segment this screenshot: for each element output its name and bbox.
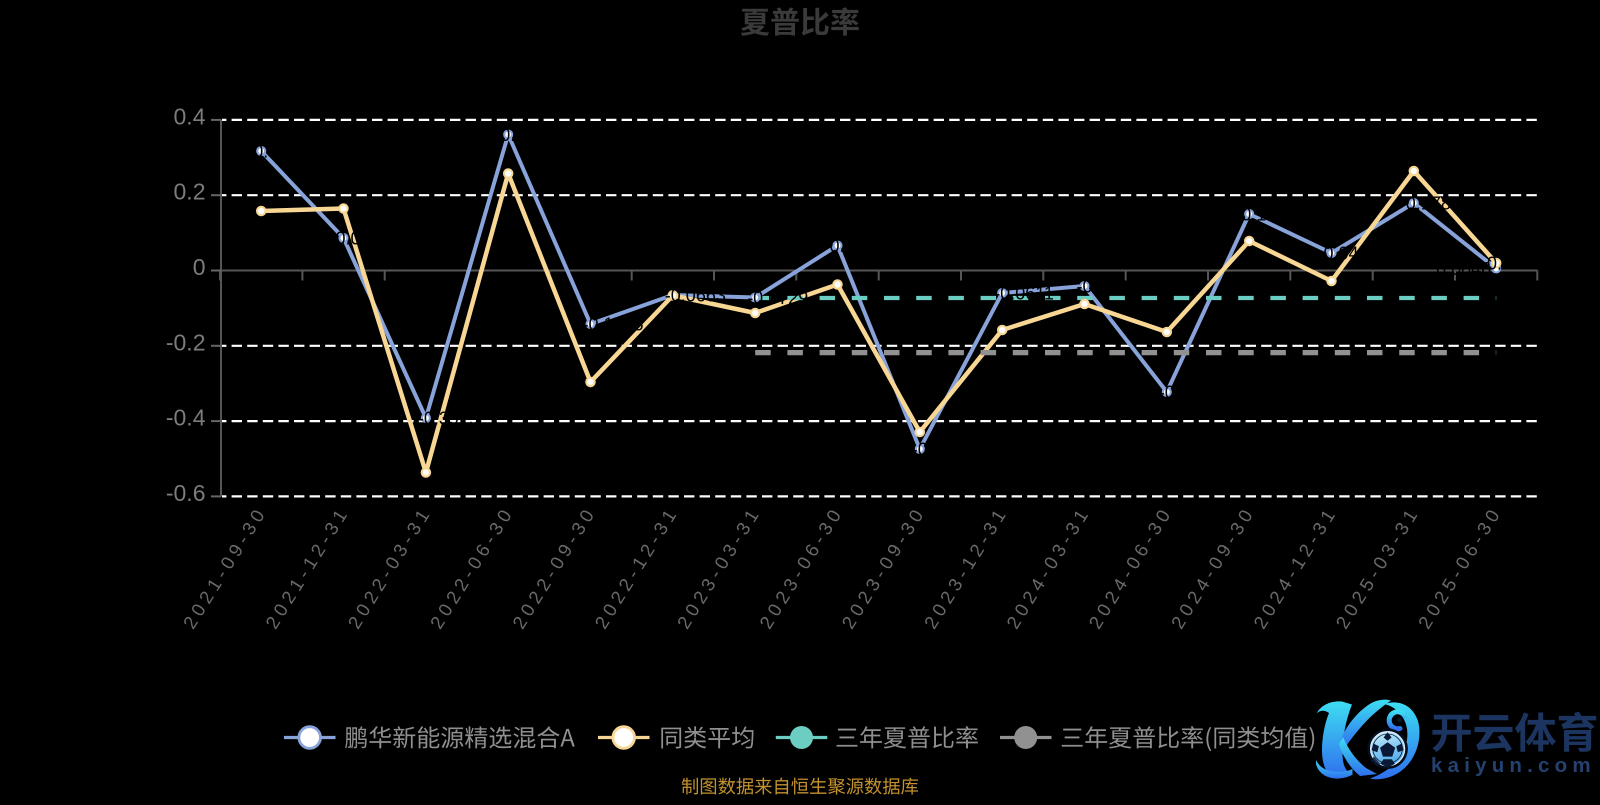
svg-text:0.1784: 0.1784 (1406, 194, 1461, 214)
svg-text:0.4: 0.4 (174, 103, 206, 129)
svg-text:0.0185: 0.0185 (1487, 254, 1542, 274)
svg-text:-0.0663: -0.0663 (665, 286, 726, 306)
svg-text:0.0648: 0.0648 (830, 236, 885, 256)
svg-text:0.2: 0.2 (174, 179, 206, 205)
svg-text:kaiyun.com: kaiyun.com (1431, 754, 1596, 777)
svg-text:0.0846: 0.0846 (336, 229, 391, 249)
svg-text:0.0046: 0.0046 (1436, 259, 1491, 279)
svg-text:-0.1435: -0.1435 (583, 315, 644, 335)
svg-text:-0.4: -0.4 (166, 405, 206, 431)
svg-text:-0.0611: -0.0611 (994, 284, 1054, 304)
svg-text:-0.0729: -0.0729 (747, 288, 808, 308)
svg-text:-0.2: -0.2 (166, 329, 206, 355)
svg-text:0.3153: 0.3153 (253, 142, 308, 162)
svg-text:-0.3241: -0.3241 (1159, 383, 1220, 403)
svg-text:-0.0433: -0.0433 (1077, 277, 1138, 297)
svg-text:-0.4763: -0.4763 (912, 440, 973, 460)
svg-text:0.3588: 0.3588 (500, 125, 555, 145)
svg-text:0: 0 (193, 254, 206, 280)
svg-text:-0.6: -0.6 (166, 480, 206, 506)
svg-text:0.1486: 0.1486 (1241, 205, 1296, 225)
svg-text:0.0451: 0.0451 (1324, 244, 1379, 264)
svg-text:-0.3979: -0.3979 (418, 409, 479, 429)
